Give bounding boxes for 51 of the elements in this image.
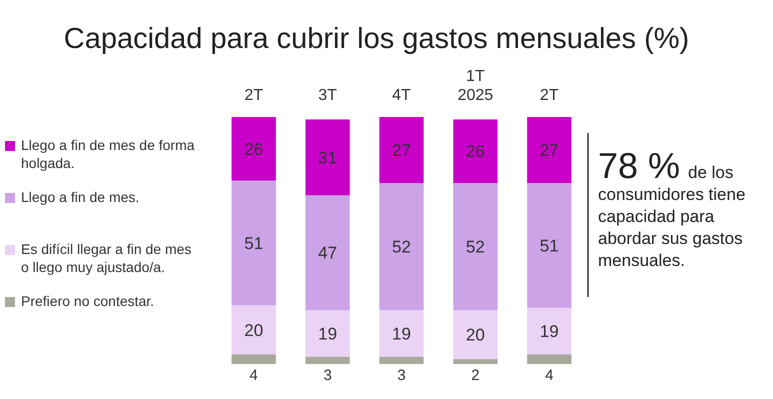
x-tick-label: 2T — [540, 87, 559, 104]
x-tick-label: 4T — [392, 87, 412, 104]
bar — [379, 310, 424, 357]
bar — [453, 119, 498, 184]
data-label: 2 — [471, 367, 480, 384]
legend-label: Llego a fin de mes de forma holgada. — [21, 137, 195, 171]
bar — [379, 356, 424, 364]
data-label: 19 — [540, 322, 559, 341]
bar — [527, 183, 572, 308]
data-label: 31 — [318, 148, 338, 168]
text: 78 % — [598, 145, 680, 186]
bar — [232, 117, 276, 181]
legend-label: Prefiero no contestar. — [21, 293, 154, 309]
data-label: 47 — [318, 244, 338, 263]
bar — [527, 354, 572, 364]
data-label: 51 — [540, 236, 559, 256]
legend-label: Llego a fin de mes. — [21, 189, 140, 205]
bar — [379, 183, 424, 310]
bar — [305, 310, 350, 357]
data-label: 3 — [323, 367, 332, 384]
bar — [305, 356, 350, 364]
data-label: 19 — [318, 324, 338, 344]
bar — [305, 119, 350, 196]
x-tick-label: 1T 2025 — [458, 68, 494, 104]
data-label: 20 — [466, 326, 485, 345]
bar — [453, 359, 498, 364]
data-label: 19 — [392, 324, 411, 344]
data-label: 51 — [244, 234, 264, 253]
data-label: 3 — [397, 367, 406, 384]
legend-label: Es difícil llegar a fin de mes o llego muy ajustado/a. — [21, 241, 192, 275]
bar — [379, 117, 424, 184]
bar — [453, 183, 498, 310]
bar — [527, 308, 572, 354]
x-tick-label: 2T — [244, 87, 264, 104]
bar — [453, 310, 498, 360]
data-label: 26 — [466, 142, 485, 162]
data-label: 52 — [392, 238, 411, 257]
data-label: 52 — [466, 238, 485, 257]
data-label: 27 — [392, 141, 411, 160]
data-label: 4 — [545, 367, 554, 384]
data-label: 4 — [250, 367, 258, 384]
x-tick-label: 3T — [318, 87, 338, 104]
bar — [305, 195, 350, 310]
chart-title: Capacidad para cubrir los gastos mensuales (%) — [64, 23, 690, 55]
bar — [232, 305, 276, 354]
data-label: 26 — [244, 140, 264, 159]
bar — [527, 117, 572, 184]
bar — [232, 180, 276, 306]
data-label: 27 — [540, 141, 559, 160]
bar — [232, 354, 276, 364]
data-label: 20 — [244, 320, 264, 340]
